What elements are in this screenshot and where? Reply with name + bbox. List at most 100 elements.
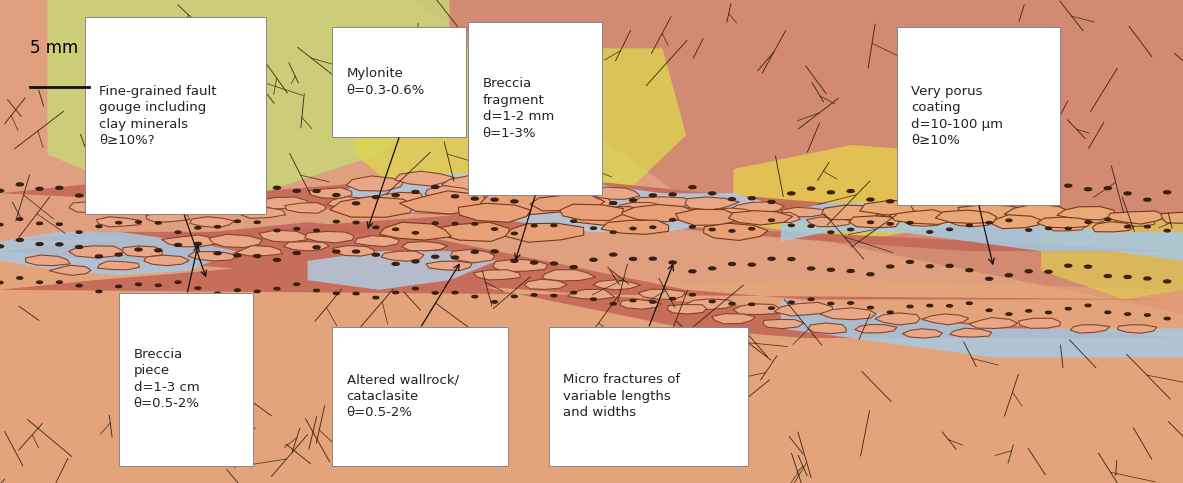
Circle shape: [76, 284, 82, 287]
Polygon shape: [910, 199, 987, 218]
Polygon shape: [995, 218, 1037, 227]
Text: Mylonite
θ=0.3-0.6%: Mylonite θ=0.3-0.6%: [347, 67, 425, 97]
Polygon shape: [782, 207, 828, 217]
Circle shape: [432, 292, 438, 294]
Polygon shape: [958, 204, 1032, 222]
Circle shape: [748, 263, 755, 266]
Circle shape: [452, 195, 459, 198]
Polygon shape: [402, 242, 447, 251]
Circle shape: [1125, 313, 1131, 315]
Circle shape: [670, 261, 677, 264]
Circle shape: [511, 295, 517, 298]
Polygon shape: [1017, 212, 1066, 223]
Circle shape: [551, 224, 557, 227]
Polygon shape: [729, 211, 793, 225]
Circle shape: [609, 253, 616, 256]
Polygon shape: [1019, 318, 1061, 328]
Polygon shape: [1041, 213, 1183, 299]
Polygon shape: [305, 231, 354, 243]
Polygon shape: [936, 210, 997, 223]
Circle shape: [1105, 311, 1111, 313]
Circle shape: [570, 220, 576, 222]
Polygon shape: [381, 251, 424, 261]
Circle shape: [1066, 308, 1072, 310]
Circle shape: [214, 226, 220, 228]
Text: Altered wallrock/
cataclasite
θ=0.5-2%: Altered wallrock/ cataclasite θ=0.5-2%: [347, 373, 459, 419]
Circle shape: [531, 261, 538, 264]
Circle shape: [135, 248, 142, 251]
Polygon shape: [620, 299, 661, 309]
Circle shape: [1046, 227, 1052, 229]
Circle shape: [689, 270, 696, 273]
Circle shape: [847, 270, 854, 272]
Circle shape: [393, 291, 399, 294]
Polygon shape: [542, 270, 595, 281]
Circle shape: [769, 219, 775, 221]
Circle shape: [293, 252, 300, 255]
Circle shape: [848, 228, 854, 231]
Circle shape: [788, 301, 794, 304]
Polygon shape: [1071, 325, 1110, 333]
Circle shape: [629, 257, 636, 260]
Circle shape: [35, 242, 43, 245]
Polygon shape: [781, 203, 1183, 261]
Polygon shape: [50, 265, 91, 275]
Circle shape: [155, 222, 161, 224]
Circle shape: [155, 186, 162, 189]
Circle shape: [690, 294, 696, 296]
Circle shape: [392, 194, 399, 197]
Circle shape: [649, 226, 655, 228]
Polygon shape: [458, 203, 531, 222]
Circle shape: [1144, 226, 1150, 228]
Circle shape: [273, 186, 280, 189]
Polygon shape: [1047, 223, 1086, 231]
Polygon shape: [414, 0, 1183, 314]
Circle shape: [354, 221, 360, 224]
Circle shape: [828, 302, 834, 305]
Circle shape: [313, 246, 321, 249]
Polygon shape: [190, 217, 234, 228]
Polygon shape: [0, 261, 1183, 483]
Polygon shape: [347, 176, 403, 191]
Circle shape: [570, 191, 577, 194]
Circle shape: [136, 221, 142, 223]
Circle shape: [1065, 184, 1072, 187]
Circle shape: [906, 193, 913, 196]
Circle shape: [491, 250, 498, 253]
Polygon shape: [0, 232, 237, 275]
Circle shape: [432, 185, 439, 188]
Polygon shape: [260, 197, 309, 209]
Circle shape: [551, 294, 557, 297]
Circle shape: [965, 187, 972, 190]
Polygon shape: [354, 236, 400, 247]
Polygon shape: [593, 280, 641, 290]
Circle shape: [609, 201, 616, 204]
Polygon shape: [631, 197, 692, 211]
Polygon shape: [434, 222, 509, 242]
Circle shape: [313, 190, 321, 193]
Circle shape: [1124, 275, 1131, 278]
Polygon shape: [920, 211, 969, 222]
Circle shape: [1144, 277, 1151, 280]
Circle shape: [393, 228, 399, 230]
Polygon shape: [763, 319, 803, 328]
Circle shape: [967, 224, 972, 227]
Circle shape: [254, 221, 260, 224]
Circle shape: [1065, 264, 1072, 267]
Polygon shape: [237, 207, 285, 218]
Polygon shape: [860, 200, 937, 216]
FancyBboxPatch shape: [549, 327, 748, 466]
Polygon shape: [1004, 204, 1073, 221]
Circle shape: [748, 197, 755, 199]
Circle shape: [1066, 227, 1072, 230]
Circle shape: [610, 231, 616, 233]
Polygon shape: [822, 205, 881, 220]
Circle shape: [116, 222, 122, 224]
Circle shape: [749, 227, 755, 230]
FancyBboxPatch shape: [468, 22, 602, 195]
Circle shape: [37, 281, 43, 284]
Circle shape: [570, 266, 577, 269]
Circle shape: [788, 257, 795, 260]
Polygon shape: [1114, 218, 1155, 227]
Polygon shape: [560, 204, 623, 221]
